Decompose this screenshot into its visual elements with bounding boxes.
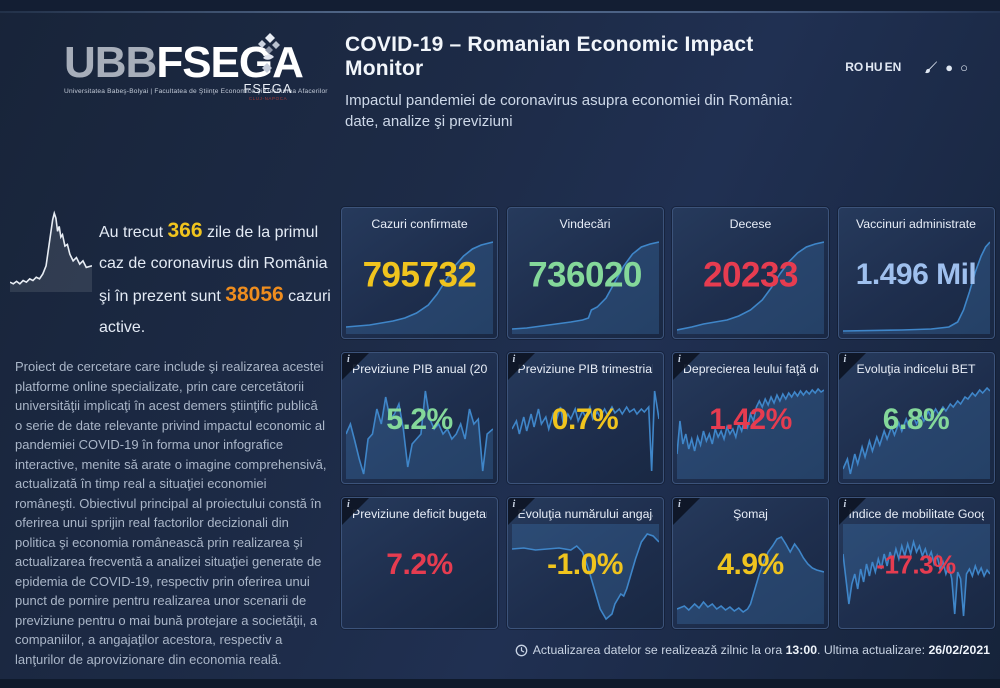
headline-mid: zile de la primul caz de coronavirus din… bbox=[99, 224, 328, 305]
fsega-badge[interactable]: FSEGA CLUJ-NAPOCA bbox=[238, 31, 298, 101]
card-sparkline bbox=[511, 524, 659, 624]
card-sparkline bbox=[842, 379, 990, 479]
card-title: Evoluţia numărului angajaţil... bbox=[517, 507, 653, 521]
metric-card[interactable]: i Previziune PIB anual (2021) 5.2% bbox=[341, 352, 498, 484]
card-sparkline bbox=[346, 234, 493, 334]
card-value: 795732 bbox=[362, 255, 477, 295]
card-value: -17.3% bbox=[876, 549, 956, 580]
update-date: 26/02/2021 bbox=[928, 643, 990, 657]
metric-card[interactable]: Vindecări 736020 bbox=[506, 207, 664, 339]
header-controls: RO HU EN ● ○ bbox=[845, 58, 968, 76]
card-title: Evoluţia indicelui BET bbox=[856, 362, 976, 376]
metric-card[interactable]: i Evoluţia indicelui BET 6.8% bbox=[837, 352, 995, 484]
info-corner[interactable] bbox=[838, 353, 866, 380]
card-value: 0.7% bbox=[551, 403, 619, 437]
window-top-strip bbox=[0, 0, 1000, 11]
info-corner[interactable] bbox=[838, 498, 866, 525]
title-block: COVID-19 – Romanian Economic Impact Moni… bbox=[345, 33, 825, 132]
card-value: -1.0% bbox=[547, 548, 623, 582]
info-corner[interactable] bbox=[673, 498, 700, 525]
card-sparkline bbox=[842, 234, 990, 334]
metric-card[interactable]: i Previziune deficit bugetar a... 7.2% bbox=[341, 497, 498, 629]
header-divider-line bbox=[0, 11, 1000, 13]
card-value: 6.8% bbox=[882, 403, 950, 437]
active-cases-count: 38056 bbox=[225, 283, 284, 306]
card-value: 1.42% bbox=[709, 403, 792, 437]
logo-tagline: Universitatea Babeş-Bolyai | Facultatea … bbox=[64, 88, 328, 95]
headline-post: cazuri active. bbox=[99, 288, 331, 336]
logo-fsega-text: FSEGA bbox=[156, 38, 304, 87]
card-value: 20233 bbox=[703, 255, 798, 295]
card-title: Vindecări bbox=[559, 217, 611, 231]
info-corner[interactable] bbox=[673, 353, 700, 380]
days-count: 366 bbox=[167, 219, 203, 242]
card-title: Cazuri confirmate bbox=[371, 217, 468, 231]
update-text-pre: Actualizarea datelor se realizează zilni… bbox=[532, 643, 786, 657]
card-title: Şomaj bbox=[733, 507, 768, 521]
fsega-badge-subtitle: CLUJ-NAPOCA bbox=[248, 96, 288, 101]
fsega-badge-title: FSEGA bbox=[243, 81, 293, 96]
card-title: Indice de mobilitate Google bbox=[848, 507, 984, 521]
header: UBBFSEGA Universitatea Babeş-Bolyai | Fa… bbox=[0, 13, 1000, 143]
update-time: 13:00 bbox=[785, 643, 818, 657]
logo-wordmark: UBBFSEGA bbox=[64, 41, 328, 85]
fsega-diamond-icon bbox=[258, 33, 280, 73]
sidebar: Au trecut 366 zile de la primul caz de c… bbox=[0, 195, 340, 667]
card-title: Previziune deficit bugetar a... bbox=[352, 507, 487, 521]
metric-card[interactable]: i Indice de mobilitate Google -17.3% bbox=[837, 497, 995, 629]
card-sparkline bbox=[346, 379, 493, 479]
metric-card[interactable]: i Deprecierea leului faţă de e... 1.42% bbox=[672, 352, 829, 484]
window-bottom-bar bbox=[0, 679, 1000, 688]
update-status-bar: Actualizarea datelor se realizează zilni… bbox=[515, 643, 990, 657]
headline-pre: Au trecut bbox=[99, 224, 168, 241]
metric-card[interactable]: i Evoluţia numărului angajaţil... -1.0% bbox=[506, 497, 664, 629]
headline-summary: Au trecut 366 zile de la primul caz de c… bbox=[99, 215, 337, 343]
metric-card[interactable]: Vaccinuri administrate 1.496 Mil bbox=[837, 207, 995, 339]
language-hu[interactable]: HU bbox=[865, 60, 883, 74]
info-corner[interactable] bbox=[507, 353, 535, 380]
language-en[interactable]: EN bbox=[884, 60, 902, 74]
card-sparkline bbox=[511, 234, 659, 334]
info-corner[interactable] bbox=[507, 498, 535, 525]
clock-icon bbox=[515, 644, 528, 656]
card-title: Decese bbox=[729, 217, 772, 231]
card-value: 736020 bbox=[528, 255, 642, 295]
card-value: 4.9% bbox=[717, 548, 784, 582]
metric-card[interactable]: i Şomaj 4.9% bbox=[672, 497, 829, 629]
metric-card[interactable]: i Previziune PIB trimestrial (Q... 0.7% bbox=[506, 352, 664, 484]
update-text-mid: . Ultima actualizare: bbox=[817, 643, 929, 657]
info-corner[interactable] bbox=[342, 498, 369, 525]
card-value: 7.2% bbox=[386, 548, 453, 582]
metric-card[interactable]: Cazuri confirmate 795732 bbox=[341, 207, 498, 339]
page-subtitle: Impactul pandemiei de coronavirus asupra… bbox=[345, 92, 793, 130]
card-sparkline bbox=[512, 379, 659, 479]
card-sparkline bbox=[677, 524, 824, 624]
language-ro[interactable]: RO bbox=[845, 60, 864, 74]
logo-ubb-text: UBB bbox=[64, 38, 157, 87]
project-description: Proiect de cercetare care include şi rea… bbox=[15, 359, 327, 667]
theme-brush-icon[interactable] bbox=[922, 59, 938, 75]
update-status-text: Actualizarea datelor se realizează zilni… bbox=[533, 643, 990, 657]
cards-grid: Cazuri confirmate 795732 Vindecări 73602… bbox=[341, 207, 996, 629]
card-title: Vaccinuri administrate bbox=[855, 217, 977, 231]
active-cases-curve-chart bbox=[10, 210, 92, 330]
card-value: 1.496 Mil bbox=[855, 258, 977, 292]
card-title: Previziune PIB trimestrial (Q... bbox=[517, 362, 653, 376]
card-sparkline bbox=[842, 524, 990, 624]
info-corner[interactable] bbox=[342, 353, 369, 380]
page-title: COVID-19 – Romanian Economic Impact Moni… bbox=[345, 33, 754, 80]
ubb-fsega-logo[interactable]: UBBFSEGA Universitatea Babeş-Bolyai | Fa… bbox=[64, 41, 328, 96]
light-theme-dot-icon[interactable]: ○ bbox=[960, 59, 968, 75]
dark-theme-dot-icon[interactable]: ● bbox=[945, 59, 954, 75]
card-sparkline bbox=[677, 234, 824, 334]
card-value: 5.2% bbox=[386, 403, 453, 437]
language-switcher: RO HU EN bbox=[845, 58, 915, 76]
card-sparkline bbox=[677, 379, 824, 479]
card-title: Deprecierea leului faţă de e... bbox=[683, 362, 818, 376]
metric-card[interactable]: Decese 20233 bbox=[672, 207, 829, 339]
card-title: Previziune PIB anual (2021) bbox=[352, 362, 487, 376]
